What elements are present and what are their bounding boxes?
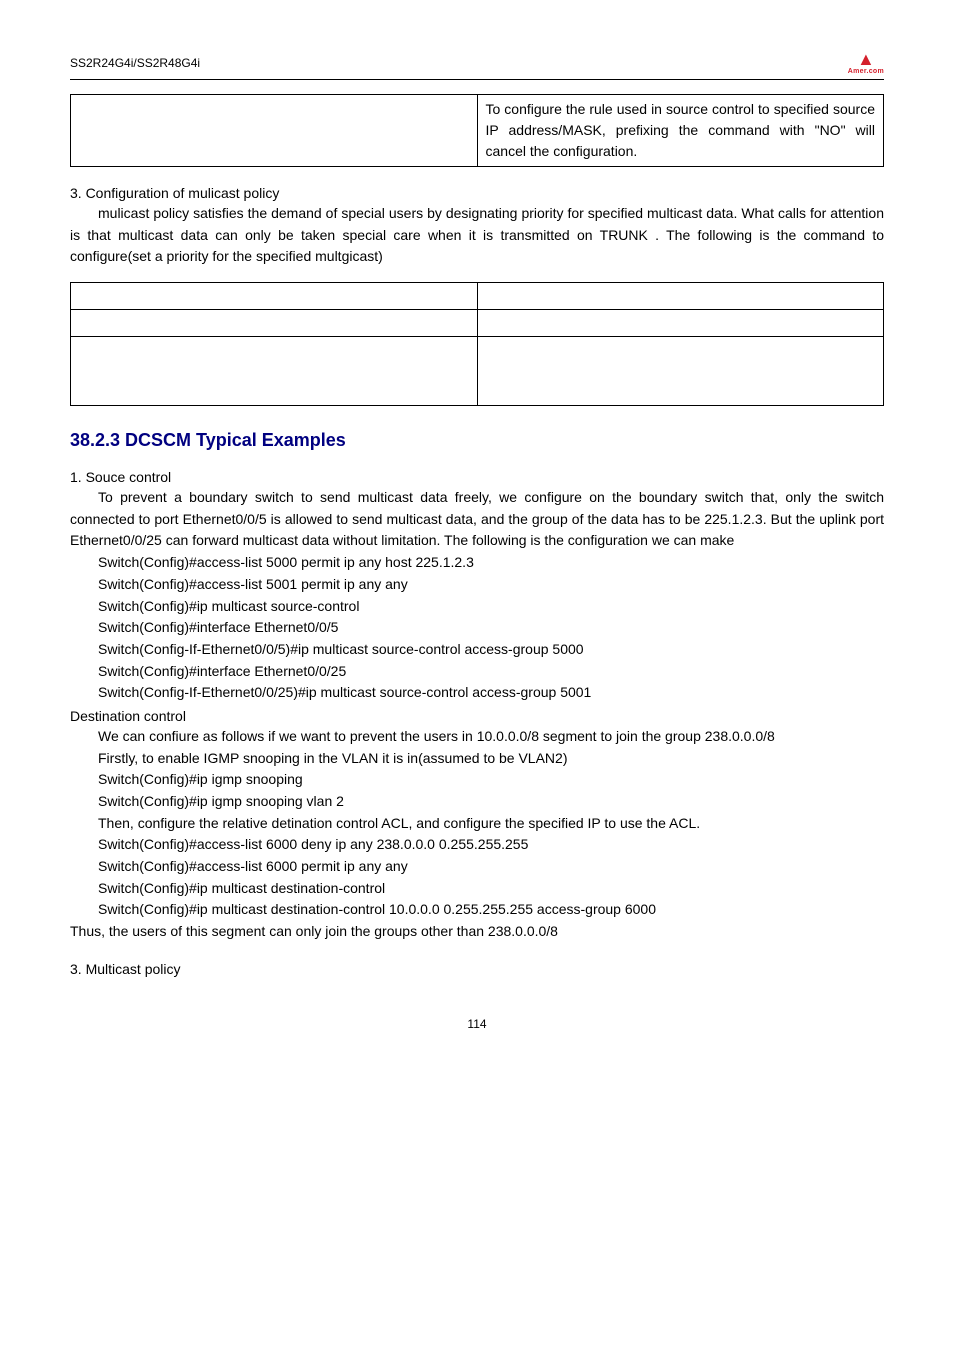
destination-control-body: We can confiure as follows if we want to…	[70, 726, 884, 748]
table-row	[71, 283, 884, 310]
cell-text: To configure the rule used in source con…	[486, 99, 876, 162]
code-line: Switch(Config)#ip multicast destination-…	[70, 878, 884, 900]
destination-conclusion: Thus, the users of this segment can only…	[70, 921, 884, 943]
code-line: Switch(Config-If-Ethernet0/0/5)#ip multi…	[70, 639, 884, 661]
logo-brand: Amer.com	[848, 68, 884, 75]
section-3-title: 3. Configuration of mulicast policy	[70, 185, 884, 201]
table-row	[71, 310, 884, 337]
table-row: To configure the rule used in source con…	[71, 95, 884, 167]
section-3-body: mulicast policy satisfies the demand of …	[70, 203, 884, 268]
table-cell	[477, 337, 884, 406]
code-line: Switch(Config)#access-list 5000 permit i…	[70, 552, 884, 574]
code-line: Then, configure the relative detination …	[70, 813, 884, 835]
table-cell	[71, 283, 478, 310]
code-line: Switch(Config)#ip multicast destination-…	[70, 899, 884, 921]
header-model: SS2R24G4i/SS2R48G4i	[70, 56, 200, 70]
multicast-policy-title: 3. Multicast policy	[70, 961, 884, 977]
page-header: SS2R24G4i/SS2R48G4i ▲ Amer.com	[70, 50, 884, 80]
souce-control-title: 1. Souce control	[70, 469, 884, 485]
table-cell	[477, 310, 884, 337]
table-row	[71, 337, 884, 406]
page-number: 114	[70, 1017, 884, 1031]
code-line: Switch(Config)#ip multicast source-contr…	[70, 596, 884, 618]
subsection-heading: 38.2.3 DCSCM Typical Examples	[70, 430, 884, 451]
table-cell	[477, 283, 884, 310]
table-cell-right: To configure the rule used in source con…	[477, 95, 884, 167]
souce-control-body: To prevent a boundary switch to send mul…	[70, 487, 884, 552]
table-cell-left	[71, 95, 478, 167]
code-line: Switch(Config)#interface Ethernet0/0/25	[70, 661, 884, 683]
document-page: SS2R24G4i/SS2R48G4i ▲ Amer.com To config…	[0, 0, 954, 1071]
code-line: Switch(Config)#ip igmp snooping vlan 2	[70, 791, 884, 813]
table-cell	[71, 310, 478, 337]
code-line: Switch(Config)#ip igmp snooping	[70, 769, 884, 791]
code-line: Switch(Config)#interface Ethernet0/0/5	[70, 617, 884, 639]
logo: ▲ Amer.com	[848, 50, 884, 75]
code-line: Switch(Config)#access-list 6000 deny ip …	[70, 834, 884, 856]
config-table-2	[70, 282, 884, 406]
table-cell	[71, 337, 478, 406]
destination-control-title: Destination control	[70, 708, 884, 724]
code-line: Switch(Config)#access-list 6000 permit i…	[70, 856, 884, 878]
code-line: Firstly, to enable IGMP snooping in the …	[70, 748, 884, 770]
code-line: Switch(Config)#access-list 5001 permit i…	[70, 574, 884, 596]
code-line: Switch(Config-If-Ethernet0/0/25)#ip mult…	[70, 682, 884, 704]
logo-symbol-icon: ▲	[857, 50, 875, 68]
config-table-1: To configure the rule used in source con…	[70, 94, 884, 167]
